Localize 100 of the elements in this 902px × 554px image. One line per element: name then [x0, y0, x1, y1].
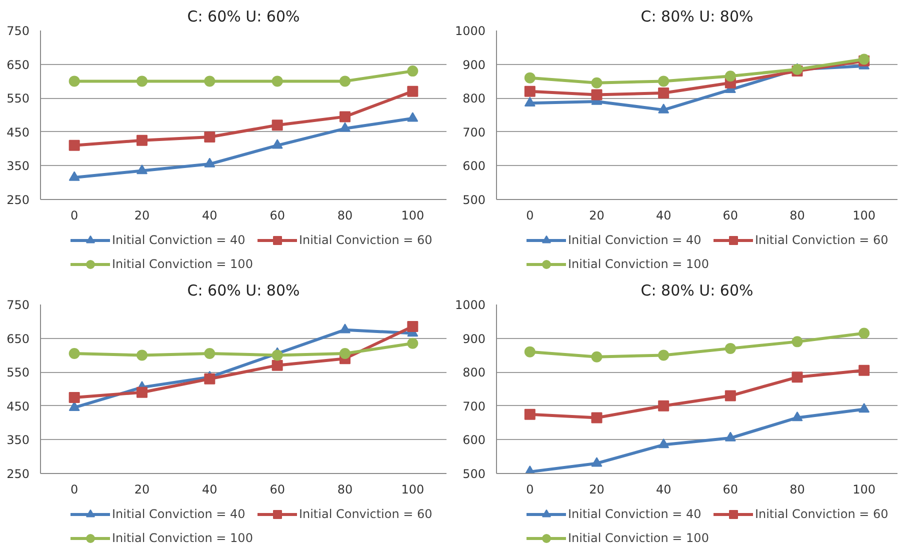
point: [136, 164, 148, 174]
point: [407, 338, 418, 349]
x-tick-label: 0: [526, 482, 534, 496]
y-tick-label: 600: [462, 433, 486, 448]
x-tick-label: 100: [401, 208, 424, 222]
y-tick-label: 250: [6, 193, 30, 207]
legend-label: Initial Conviction = 100: [568, 531, 709, 545]
y-tick-label: 350: [6, 433, 30, 448]
y-tick-label: 350: [6, 159, 30, 174]
x-tick-label: 40: [656, 482, 672, 496]
x-tick-label: 80: [790, 208, 805, 222]
point: [591, 351, 602, 362]
point: [407, 112, 418, 122]
y-tick-label: 750: [6, 24, 30, 38]
x-tick-label: 100: [401, 482, 424, 496]
x-tick-label: 40: [202, 208, 218, 222]
legend-label: Initial Conviction = 100: [112, 531, 253, 545]
point: [658, 104, 670, 114]
y-tick-label: 800: [462, 92, 486, 106]
point: [68, 140, 80, 151]
point: [272, 139, 283, 149]
y-tick-label: 500: [462, 193, 486, 207]
point: [68, 171, 80, 181]
y-tick-label: 600: [462, 159, 486, 174]
point: [858, 403, 870, 413]
point: [136, 134, 148, 146]
legend-label: Initial Conviction = 100: [112, 257, 253, 271]
point: [136, 386, 148, 398]
point: [204, 158, 216, 168]
point: [407, 66, 418, 77]
point: [658, 400, 670, 412]
point: [524, 72, 536, 84]
point: [724, 342, 736, 354]
y-tick-label: 650: [6, 58, 30, 72]
x-tick-label: 40: [202, 482, 218, 496]
point: [272, 360, 283, 371]
point: [591, 457, 602, 467]
legend-label: Initial Conviction = 60: [754, 507, 888, 521]
point: [68, 348, 80, 359]
y-tick-label: 800: [462, 366, 486, 380]
chart-title: C: 60% U: 60%: [187, 8, 300, 26]
y-tick-label: 700: [462, 399, 486, 414]
x-tick-label: 0: [70, 482, 78, 496]
y-tick-label: 900: [462, 58, 486, 72]
point: [407, 320, 418, 332]
x-tick-label: 60: [270, 482, 285, 496]
chart-title: C: 80% U: 80%: [640, 8, 754, 26]
point: [858, 364, 870, 376]
point: [658, 76, 670, 87]
x-tick-label: 80: [790, 482, 805, 496]
legend-label: Initial Conviction = 60: [298, 507, 432, 521]
point: [340, 348, 350, 359]
chart-title: C: 80% U: 60%: [640, 282, 754, 300]
point: [272, 120, 283, 131]
y-tick-label: 1000: [454, 298, 486, 312]
point: [792, 372, 803, 383]
point: [524, 408, 536, 420]
legend-label: Initial Conviction = 60: [754, 233, 888, 247]
point: [340, 111, 350, 122]
y-tick-label: 450: [6, 125, 30, 140]
point: [524, 346, 536, 358]
point: [407, 86, 418, 97]
x-tick-label: 20: [134, 482, 150, 496]
point: [340, 324, 350, 334]
point: [524, 96, 536, 107]
y-tick-label: 650: [6, 332, 30, 346]
point: [792, 411, 803, 422]
legend-label: Initial Conviction = 40: [112, 507, 246, 521]
x-tick-label: 0: [70, 208, 78, 222]
point: [792, 336, 803, 348]
x-tick-label: 80: [337, 482, 353, 496]
legend-label: Initial Conviction = 40: [568, 233, 702, 247]
y-tick-label: 1000: [454, 24, 486, 38]
y-tick-label: 450: [6, 399, 30, 414]
point: [136, 350, 148, 361]
x-tick-label: 60: [270, 208, 285, 222]
point: [68, 76, 80, 87]
x-tick-label: 20: [134, 208, 150, 222]
point: [136, 76, 148, 87]
point: [658, 88, 670, 99]
point: [658, 438, 670, 448]
point: [724, 70, 736, 82]
y-tick-label: 550: [6, 366, 30, 380]
point: [658, 350, 670, 361]
point: [724, 390, 736, 402]
point: [68, 392, 80, 403]
x-tick-label: 60: [722, 482, 738, 496]
y-tick-label: 750: [6, 298, 30, 312]
x-tick-label: 0: [526, 208, 534, 222]
point: [340, 122, 350, 132]
y-tick-label: 250: [6, 467, 30, 481]
x-tick-label: 100: [852, 482, 876, 496]
point: [272, 76, 283, 87]
x-tick-label: 60: [722, 208, 738, 222]
y-tick-label: 550: [6, 92, 30, 106]
point: [204, 373, 216, 384]
legend-label: Initial Conviction = 40: [568, 507, 702, 521]
point: [724, 432, 736, 442]
x-tick-label: 20: [589, 208, 604, 222]
legend-label: Initial Conviction = 40: [112, 233, 246, 247]
